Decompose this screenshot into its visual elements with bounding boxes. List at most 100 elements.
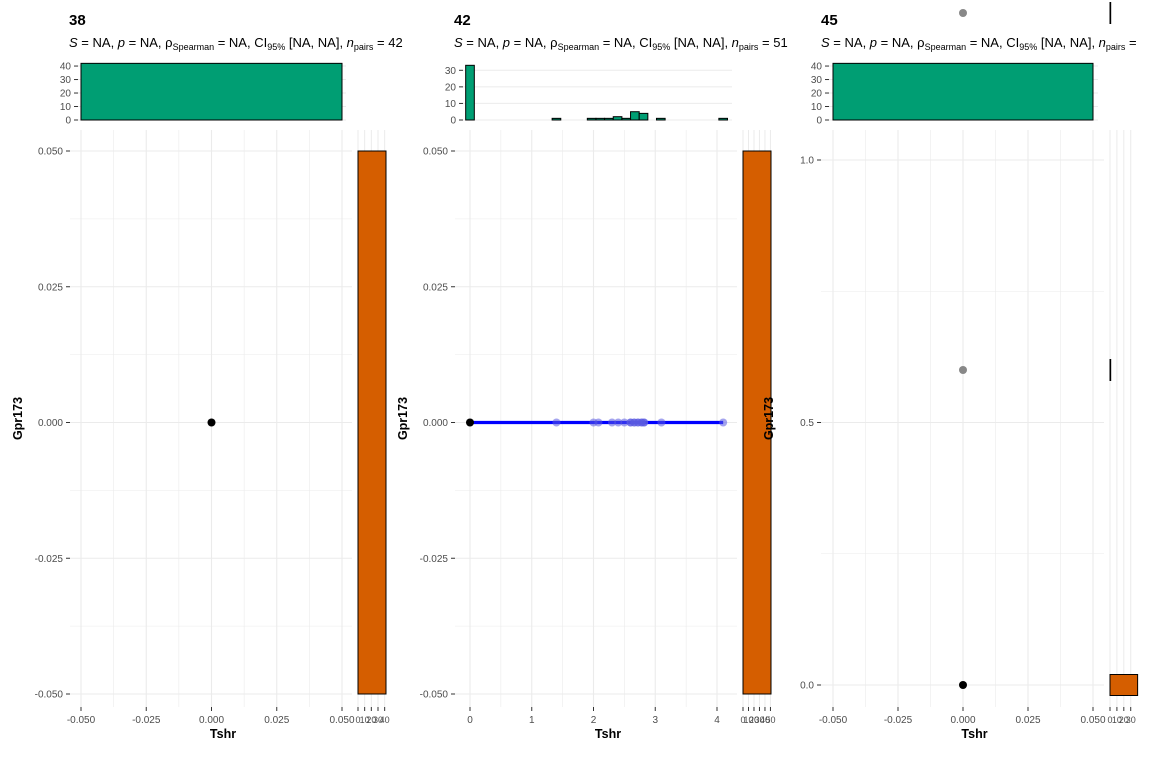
panel-2-top-hist-bar [604,117,614,121]
panel-1-top-hist-tick-label: 20 [60,89,72,100]
panel-1-x-tick-label: 0.025 [264,715,289,726]
panel-2-side-hist-tick-label: 40 [760,715,770,725]
panel-3-data-point [959,9,967,17]
panel-2-x-tick-label: 2 [591,715,597,726]
panel-2-x-tick-label: 1 [529,715,535,726]
panel-1-top-hist-tick-label: 40 [60,62,72,73]
panel-2-ci-label: CI [639,35,653,50]
panel-1-p-value: NA [139,35,158,50]
panel-2-data-point [552,418,561,427]
panel-3-x-tick-label: -0.025 [884,715,913,726]
panel-3-top-hist-tick-label: 10 [811,102,823,113]
panel-3-data-point [959,681,967,689]
panel-3-top-hist-tick-label: 20 [811,89,823,100]
panel-2-top-hist-bar [465,64,475,121]
panel-3-x-axis-title: Tshr [961,727,987,741]
panel-3-side-hist-tick-label: 20 [1119,715,1129,725]
panel-3-side-hist-tick-label: 30 [1126,715,1136,725]
panel-2-y-tick-label: -0.025 [420,554,449,565]
panel-1-title: 38 [69,12,86,29]
panel-1-y-tick-label: -0.050 [35,690,64,701]
panel-2-ci-value: [NA, NA] [673,35,725,50]
panel-1-data-point [207,418,216,427]
panel-3-y-axis-title: Gpr173 [762,397,776,440]
panel-3-x-tick-label: 0.025 [1015,715,1040,726]
panel-2-side-hist-tick-label: 50 [765,715,775,725]
panel-1-x-tick-label: -0.050 [67,715,96,726]
panel-3-rho-value: NA [980,35,999,50]
panel-2-top-hist-tick-label: 10 [445,99,457,110]
panel-2-top-hist-bar [638,112,649,121]
panel-3-ci-sub: 95% [1019,42,1038,52]
panel-2-ci-sub: 95% [652,42,671,52]
panel-2-top-hist-bar [551,117,562,121]
panel-3-side-hist-bar [1109,359,1112,381]
panel-1-top-hist-bar [80,62,343,121]
panel-2-top-hist-bar [612,116,623,121]
panel-2-data-point [657,418,666,427]
panel-2-title: 42 [454,12,471,29]
panel-2-side-hist-tick-label: 30 [754,715,764,725]
panel-1-x-tick-label: -0.025 [132,715,161,726]
panel-2-side-hist-tick-label: 20 [749,715,759,725]
panel-2-data-point [594,418,603,427]
panel-1-y-axis-title: Gpr173 [11,397,25,440]
panel-3-top-hist-tick-label: 30 [811,75,823,86]
panel-1-top-hist-tick-label: 30 [60,75,72,86]
panel-2-top-hist-tick-label: 20 [445,82,457,93]
panel-2-top-hist-bar [586,117,597,121]
panel-2-side-hist-bar [742,150,772,695]
panel-2-n-label: n [731,35,739,50]
panel-3-side-hist-tick-label: 10 [1112,715,1122,725]
panel-2-data-point [640,418,649,427]
panel-3-ci-value: [NA, NA] [1040,35,1092,50]
panel-1-side-hist-tick-label: 40 [380,715,390,725]
panel-2-top-hist-bar [595,117,606,121]
panel-1-side-hist-tick-label: 0 [355,715,360,725]
panel-2-y-tick-label: -0.050 [420,690,449,701]
panel-2-s-value: NA [477,35,496,50]
panel-1-side-hist-tick-label: 10 [360,715,370,725]
panel-1-x-axis-title: Tshr [210,727,236,741]
panel-1-ci-sub: 95% [267,42,286,52]
panel-3-title: 45 [821,12,838,29]
panel-2-top-hist-tick-label: 0 [450,116,456,127]
panel-1-subtitle: S = NA, p = NA, ρSpearman = NA, CI95% [N… [69,35,409,52]
panel-3-x-tick-label: 0.050 [1080,715,1105,726]
panel-2-y-tick-label: 0.050 [423,147,448,158]
panel-1-s-value: NA [92,35,111,50]
panel-3-n-sub: pairs [1105,42,1126,52]
panel-2-data-point [466,418,474,427]
panel-3-x-tick-label: 0.000 [950,715,975,726]
panel-2-data-point [608,418,617,427]
panel-2-data-point [719,418,728,427]
panel-1-y-tick-label: -0.025 [35,554,64,565]
panel-3-top-hist-bar [832,62,1094,121]
panel-1-y-tick-label: 0.000 [38,418,63,429]
panel-2-top-hist-bar [655,117,666,121]
panel-1-y-tick-label: 0.050 [38,147,63,158]
panel-1-n-label: n [346,35,354,50]
panel-2-y-tick-label: 0.000 [423,418,448,429]
panel-2-top-hist-bar [718,117,728,121]
panel-1-top-hist-tick-label: 0 [65,116,71,127]
panel-3-p-value: NA [891,35,910,50]
panel-2-x-tick-label: 0 [467,715,473,726]
panel-2-top-hist-bar [630,111,640,121]
panel-3-s-value: NA [844,35,863,50]
panel-3-subtitle: S = NA, p = NA, ρSpearman = NA, CI95% [N… [821,35,1152,52]
panel-2-data-point [620,418,629,427]
panel-3-x-tick-label: -0.050 [819,715,848,726]
panel-2-top-hist-bar [621,117,632,121]
panel-1-top-hist-tick-label: 10 [60,102,72,113]
panel-2-x-axis-title: Tshr [595,727,621,741]
panel-2-x-tick-label: 3 [652,715,658,726]
panel-1-x-tick-label: 0.050 [329,715,354,726]
panel-3-top-hist-tick-label: 0 [816,116,822,127]
panel-1-side-hist-tick-label: 20 [366,715,376,725]
panel-1-side-hist-bar [357,150,387,695]
panel-1-n-sub: pairs [353,42,374,52]
panel-2-rho-value: NA [613,35,632,50]
panel-3-y-tick-label: 0.0 [800,681,814,692]
